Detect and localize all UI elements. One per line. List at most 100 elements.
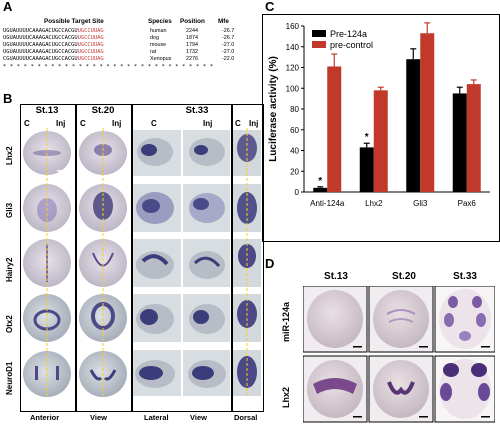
panel-a-sequence-alignment: Possible Target Site Species Position Mf… — [0, 4, 250, 90]
sequence-text: UGUAUUUUCAAAGACUGCCACGU — [3, 42, 78, 48]
mfe-cell: -26.7 — [222, 35, 235, 41]
sequence-row: CGUAUUUUCAAAGACUGCCACGUUGCCUUAG — [3, 56, 104, 63]
control-label: C — [24, 119, 30, 128]
gene-label-hairy2: Hairy2 — [5, 257, 14, 282]
gene-label-lhx2: Lhx2 — [5, 146, 14, 165]
species-cell: Xenopus — [150, 56, 172, 62]
view-label: View — [90, 413, 107, 422]
legend-swatch — [312, 30, 326, 37]
position-cell: 1732 — [186, 49, 198, 55]
conservation-markers: * * * * * * * * * * * * * * * * * * * * … — [3, 64, 214, 70]
injected-label: Inj — [112, 119, 122, 128]
position-cell: 2244 — [186, 28, 198, 34]
scale-bar — [481, 346, 490, 348]
seed-match-text: UGCCUUAG — [77, 49, 104, 55]
y-tick-label: 80 — [290, 105, 299, 114]
sequence-text: UGUAUUUUCAAAGACUGCCACGU — [3, 49, 78, 55]
gene-label-otx2: Otx2 — [5, 315, 14, 333]
seed-match-text: UGCCUUAG — [77, 56, 104, 62]
scale-bar — [353, 346, 362, 348]
y-tick-label: 40 — [290, 147, 299, 156]
bar — [359, 147, 374, 192]
scale-bar — [419, 416, 428, 418]
y-tick-label: 120 — [286, 64, 300, 73]
header-target-site: Possible Target Site — [44, 18, 104, 25]
scale-bar — [57, 170, 67, 172]
scale-bar — [353, 416, 362, 418]
species-cell: human — [150, 28, 167, 34]
sequence-row: UGUAUUUUCAAAGACUGCCACGUUGCCUUAG — [3, 28, 104, 35]
d-stage-label-st20: St.20 — [392, 271, 416, 282]
mfe-cell: -26.7 — [222, 28, 235, 34]
row-otx2-embryos — [23, 294, 261, 342]
bar — [373, 90, 388, 192]
lateral-label: Lateral — [144, 413, 169, 422]
row-neurod1-embryos — [23, 350, 261, 397]
stage-label-st33: St.33 — [185, 105, 209, 116]
anterior-label: Anterior — [30, 413, 60, 422]
legend-label: pre-control — [330, 40, 373, 50]
mfe-cell: -27.0 — [222, 42, 235, 48]
luciferase-bar-chart: 0 20 40 60 80 100 120 140 160 Luciferase activity… — [262, 14, 500, 242]
d-stage-label-st33: St.33 — [453, 271, 477, 282]
bar — [406, 59, 421, 193]
control-label: C — [151, 119, 157, 128]
legend-label: Pre-124a — [330, 29, 367, 39]
dorsal-label: Dorsal — [234, 413, 258, 422]
sequence-row: UGUAUUUUCAAAGACUGCCACGUUGCCUUAG — [3, 35, 104, 42]
d-stage-label-st13: St.13 — [324, 271, 348, 282]
y-tick-label: 100 — [286, 84, 300, 93]
sequence-text: UGUAUUUUCAAAGACUGCCACGU — [3, 35, 78, 41]
position-cell: 1874 — [186, 35, 198, 41]
stage-label-st20: St.20 — [91, 105, 115, 116]
d-row-label-lhx2: Lhx2 — [281, 386, 291, 408]
control-label: C — [80, 119, 86, 128]
sequence-text: CGUAUUUUCAAAGACUGCCACGU — [3, 56, 78, 62]
header-species: Species — [148, 18, 172, 25]
mfe-cell: -27.0 — [222, 49, 235, 55]
panel-b-letter: B — [3, 91, 13, 106]
seed-match-text: UGCCUUAG — [77, 35, 104, 41]
row-gli3-embryos — [23, 184, 261, 232]
y-tick-label: 160 — [286, 22, 300, 31]
x-tick-label: Lhx2 — [365, 199, 383, 208]
sequence-row: UGUAUUUUCAAAGACUGCCACGUUGCCUUAG — [3, 42, 104, 49]
row-lhx2-embryos — [23, 130, 261, 176]
header-position: Position — [180, 18, 205, 25]
control-label: C — [235, 119, 241, 128]
significance-asterisk: * — [365, 132, 369, 143]
seed-match-text: UGCCUUAG — [77, 28, 104, 34]
position-cell: 2276 — [186, 56, 198, 62]
bar — [313, 187, 328, 192]
significance-asterisk: * — [318, 176, 322, 187]
sequence-text: UGUAUUUUCAAAGACUGCCACGU — [3, 28, 78, 34]
y-axis-title: Luciferase activity (%) — [268, 56, 279, 162]
header-mfe: Mfe — [218, 18, 229, 25]
legend-swatch — [312, 41, 326, 48]
bar — [327, 66, 342, 192]
scale-bar — [481, 416, 490, 418]
species-cell: mouse — [150, 42, 167, 48]
x-tick-label: Pax6 — [458, 199, 477, 208]
panel-d-embryo-images — [303, 286, 495, 423]
view-label: View — [190, 413, 207, 422]
x-tick-label: Gli3 — [413, 199, 428, 208]
panel-b-embryo-images — [23, 128, 261, 398]
seed-match-text: UGCCUUAG — [77, 42, 104, 48]
bar — [466, 84, 481, 192]
stage-label-st13: St.13 — [35, 105, 59, 116]
d-row-label-mir124a: miR-124a — [281, 301, 291, 342]
scale-bar — [419, 346, 428, 348]
injected-label: Inj — [203, 119, 213, 128]
species-cell: dog — [150, 35, 159, 41]
injected-label: Inj — [249, 119, 259, 128]
y-tick-label: 140 — [286, 43, 300, 52]
x-tick-label: Anti-124a — [310, 199, 345, 208]
y-tick-label: 20 — [290, 167, 299, 176]
mfe-cell: -22.0 — [222, 56, 235, 62]
row-hairy2-embryos — [23, 239, 261, 287]
injected-label: Inj — [56, 119, 66, 128]
gene-label-neurod1: NeuroD1 — [5, 361, 14, 395]
bar — [452, 93, 467, 192]
panel-d-letter: D — [265, 256, 275, 271]
